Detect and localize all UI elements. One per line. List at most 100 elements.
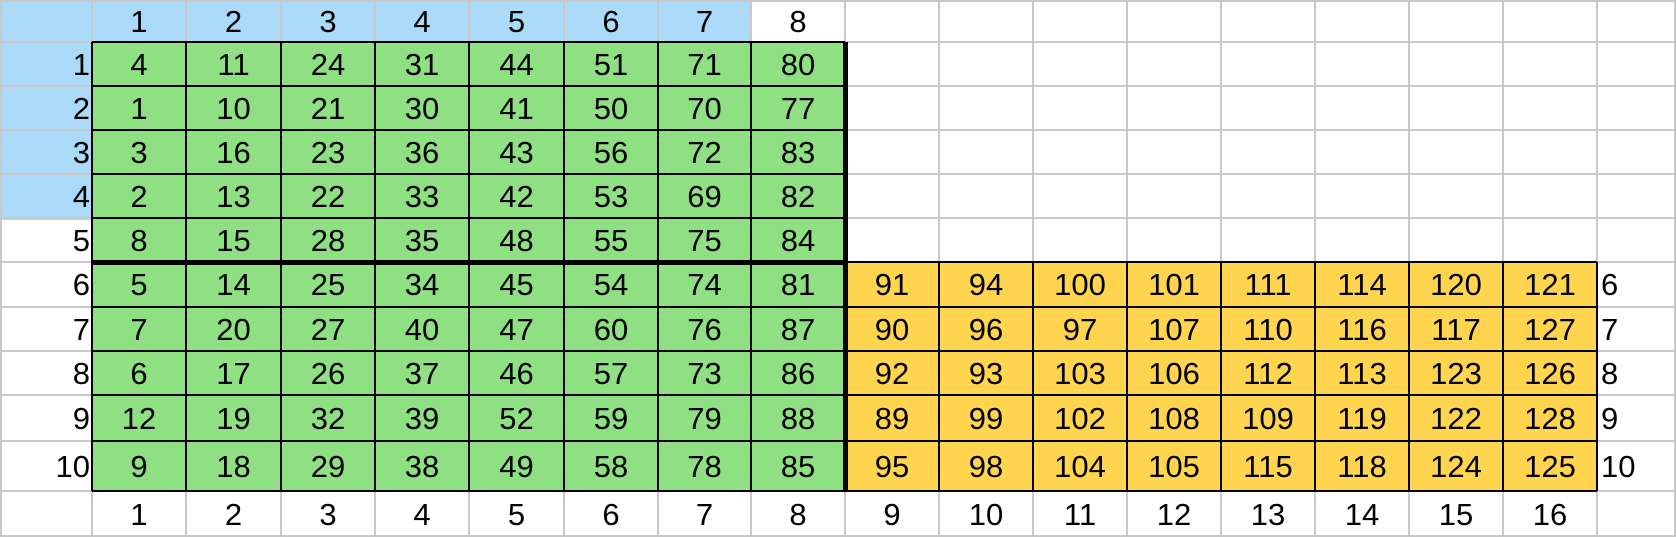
- yellow-cell[interactable]: 97: [1033, 307, 1127, 351]
- yellow-cell[interactable]: 93: [939, 351, 1033, 395]
- yellow-cell[interactable]: 121: [1503, 262, 1597, 307]
- yellow-cell[interactable]: 98: [939, 441, 1033, 491]
- row-label-right[interactable]: 10: [1601, 448, 1636, 484]
- row-label-right[interactable]: 8: [1601, 355, 1619, 391]
- green-cell[interactable]: 21: [281, 86, 375, 130]
- yellow-cell[interactable]: 89: [845, 395, 939, 441]
- yellow-cell[interactable]: 101: [1127, 262, 1221, 307]
- green-cell[interactable]: 4: [92, 42, 186, 86]
- green-cell[interactable]: 27: [281, 307, 375, 351]
- green-cell[interactable]: 85: [751, 441, 845, 491]
- green-cell[interactable]: 20: [186, 307, 281, 351]
- yellow-cell[interactable]: 102: [1033, 395, 1127, 441]
- green-cell[interactable]: 5: [92, 262, 186, 307]
- green-cell[interactable]: 6: [92, 351, 186, 395]
- yellow-cell[interactable]: 125: [1503, 441, 1597, 491]
- top-header-cell[interactable]: [1033, 0, 1127, 42]
- green-cell[interactable]: 42: [469, 174, 564, 218]
- green-cell[interactable]: 52: [469, 395, 564, 441]
- green-cell[interactable]: 28: [281, 218, 375, 262]
- green-cell[interactable]: 32: [281, 395, 375, 441]
- green-cell[interactable]: 15: [186, 218, 281, 262]
- green-cell[interactable]: 79: [658, 395, 751, 441]
- top-header-cell[interactable]: 8: [789, 3, 807, 39]
- yellow-cell[interactable]: 104: [1033, 441, 1127, 491]
- green-cell[interactable]: 12: [92, 395, 186, 441]
- green-cell[interactable]: 13: [186, 174, 281, 218]
- yellow-cell[interactable]: 106: [1127, 351, 1221, 395]
- top-header-cell[interactable]: 3: [319, 3, 337, 39]
- green-cell[interactable]: 54: [564, 262, 658, 307]
- yellow-cell[interactable]: 122: [1409, 395, 1503, 441]
- green-cell[interactable]: 33: [375, 174, 469, 218]
- green-cell[interactable]: 18: [186, 441, 281, 491]
- yellow-cell[interactable]: 113: [1315, 351, 1409, 395]
- yellow-cell[interactable]: 103: [1033, 351, 1127, 395]
- yellow-cell[interactable]: 92: [845, 351, 939, 395]
- yellow-cell[interactable]: 116: [1315, 307, 1409, 351]
- top-header-cell[interactable]: [1503, 0, 1597, 42]
- row-label-right[interactable]: [1597, 174, 1676, 218]
- green-cell[interactable]: 56: [564, 130, 658, 174]
- top-header-cell[interactable]: 1: [130, 3, 148, 39]
- yellow-cell[interactable]: 126: [1503, 351, 1597, 395]
- yellow-cell[interactable]: 123: [1409, 351, 1503, 395]
- top-header-cell[interactable]: [845, 0, 939, 42]
- green-cell[interactable]: 40: [375, 307, 469, 351]
- green-cell[interactable]: 50: [564, 86, 658, 130]
- green-cell[interactable]: 25: [281, 262, 375, 307]
- green-cell[interactable]: 76: [658, 307, 751, 351]
- green-cell[interactable]: 45: [469, 262, 564, 307]
- bottom-header-cell[interactable]: 1: [130, 496, 148, 532]
- row-label-left[interactable]: 2: [72, 90, 90, 126]
- green-cell[interactable]: 57: [564, 351, 658, 395]
- yellow-cell[interactable]: 105: [1127, 441, 1221, 491]
- row-label-right[interactable]: [1597, 130, 1676, 174]
- green-cell[interactable]: 34: [375, 262, 469, 307]
- green-cell[interactable]: 70: [658, 86, 751, 130]
- yellow-cell[interactable]: 128: [1503, 395, 1597, 441]
- top-header-cell[interactable]: 5: [507, 3, 526, 39]
- top-header-cell[interactable]: [1315, 0, 1409, 42]
- yellow-cell[interactable]: 90: [845, 307, 939, 351]
- yellow-cell[interactable]: 99: [939, 395, 1033, 441]
- green-cell[interactable]: 86: [751, 351, 845, 395]
- row-label-right[interactable]: [1597, 86, 1676, 130]
- green-cell[interactable]: 60: [564, 307, 658, 351]
- bottom-header-cell[interactable]: 2: [224, 496, 243, 532]
- bottom-header-cell[interactable]: 11: [1063, 496, 1097, 532]
- row-label-left[interactable]: 3: [72, 134, 90, 170]
- top-header-cell[interactable]: [1221, 0, 1315, 42]
- bottom-header-cell[interactable]: 4: [413, 496, 431, 532]
- green-cell[interactable]: 88: [751, 395, 845, 441]
- yellow-cell[interactable]: 100: [1033, 262, 1127, 307]
- green-cell[interactable]: 41: [469, 86, 564, 130]
- row-label-left[interactable]: 8: [72, 355, 90, 391]
- row-label-left[interactable]: 7: [72, 311, 90, 347]
- green-cell[interactable]: 84: [751, 218, 845, 262]
- bottom-header-cell[interactable]: 16: [1532, 496, 1568, 532]
- green-cell[interactable]: 71: [658, 42, 751, 86]
- row-label-right[interactable]: 6: [1601, 267, 1619, 302]
- green-cell[interactable]: 82: [751, 174, 845, 218]
- bottom-header-cell[interactable]: 13: [1250, 496, 1286, 532]
- green-cell[interactable]: 53: [564, 174, 658, 218]
- row-label-left[interactable]: 10: [55, 448, 90, 484]
- green-cell[interactable]: 74: [658, 262, 751, 307]
- green-cell[interactable]: 46: [469, 351, 564, 395]
- green-cell[interactable]: 8: [92, 218, 186, 262]
- top-header-cell[interactable]: [939, 0, 1033, 42]
- row-label-left[interactable]: 4: [72, 178, 90, 214]
- green-cell[interactable]: 36: [375, 130, 469, 174]
- yellow-cell[interactable]: 118: [1315, 441, 1409, 491]
- green-cell[interactable]: 44: [469, 42, 564, 86]
- top-header-cell[interactable]: [1409, 0, 1503, 42]
- green-cell[interactable]: 7: [92, 307, 186, 351]
- top-header-cell[interactable]: 7: [695, 3, 714, 39]
- bottom-header-cell[interactable]: 6: [602, 496, 620, 532]
- bottom-header-cell[interactable]: 7: [695, 496, 714, 532]
- yellow-cell[interactable]: 109: [1221, 395, 1315, 441]
- green-cell[interactable]: 43: [469, 130, 564, 174]
- green-cell[interactable]: 31: [375, 42, 469, 86]
- green-cell[interactable]: 35: [375, 218, 469, 262]
